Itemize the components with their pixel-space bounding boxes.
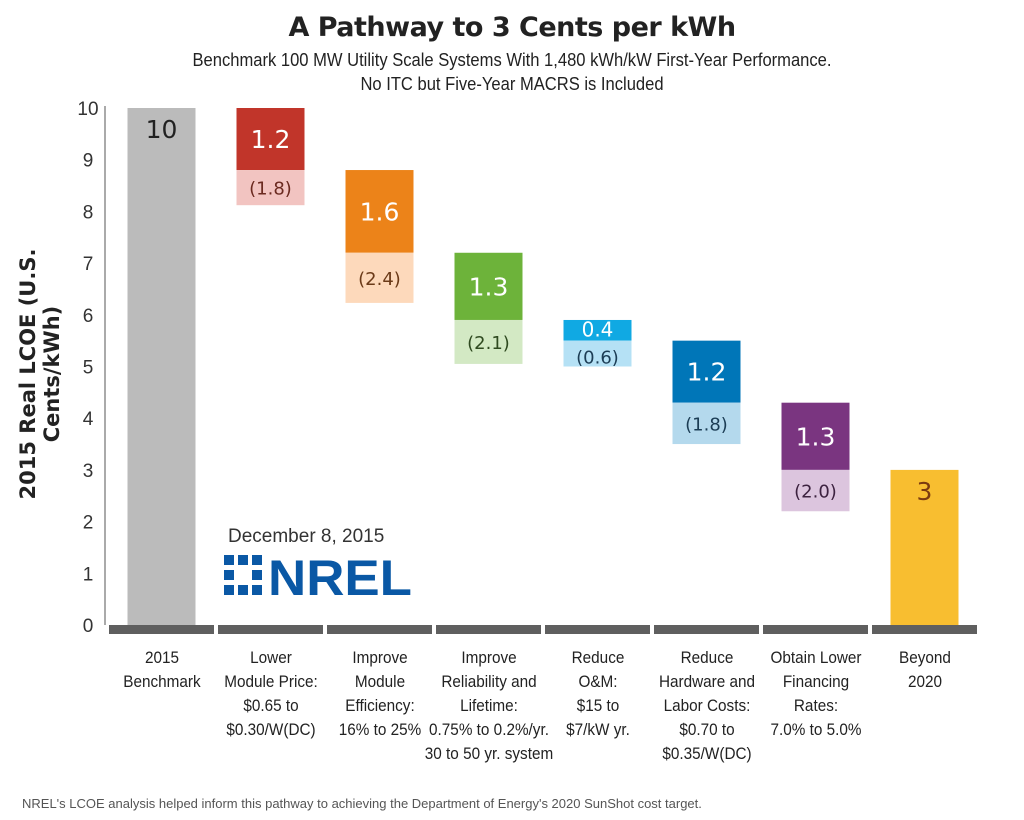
x-category-label-line: 16% to 25% <box>338 720 421 739</box>
x-category-label-line: $0.65 to <box>242 696 299 715</box>
bar-range-box <box>563 340 632 367</box>
bar-range-label: (1.8) <box>685 414 728 435</box>
x-category-label-line: Rates: <box>793 696 838 715</box>
y-tick-label: 6 <box>83 306 94 327</box>
x-axis-segment <box>545 625 650 634</box>
bar-range-label: (2.0) <box>794 482 837 503</box>
x-category-label-line: Financing <box>782 672 849 691</box>
x-category-label-line: Efficiency: <box>344 696 415 715</box>
bar-value-label: 3 <box>917 477 933 506</box>
bar-value-label: 1.3 <box>469 272 509 301</box>
bar-range-label: (2.4) <box>358 269 401 290</box>
x-category-label: 2015 Benchmark <box>94 646 229 694</box>
chart-title: A Pathway to 3 Cents per kWh <box>288 12 736 43</box>
bar-4 <box>563 319 632 341</box>
x-category-label-line: Module Price: <box>223 672 318 691</box>
svg-text:NREL: NREL <box>268 553 412 597</box>
x-category-label-line: $0.70 to <box>678 720 735 739</box>
y-tick-label: 0 <box>83 616 94 637</box>
x-category-label-line: Lower <box>249 648 292 667</box>
y-tick-label: 9 <box>83 151 94 172</box>
x-category-label-line: 2020 <box>907 672 942 691</box>
x-category-label-line: Lifetime: <box>459 696 518 715</box>
x-category-label-line: Reduce <box>571 648 624 667</box>
bar-value-label: 1.6 <box>360 197 400 226</box>
x-category-label-line: Reliability and <box>440 672 537 691</box>
bar-range-label: (1.8) <box>249 179 292 200</box>
bar-6 <box>781 402 850 470</box>
x-category-label: Beyond 2020 <box>857 646 992 694</box>
x-category-label-line: Module <box>354 672 405 691</box>
annotation-date: December 8, 2015 <box>228 526 385 547</box>
x-category-label-line: 30 to 50 yr. system <box>424 744 553 763</box>
x-category-label-line: $15 to <box>576 696 619 715</box>
bar-range-box <box>454 319 523 364</box>
bar-value-label: 0.4 <box>582 318 614 342</box>
x-axis-segment <box>654 625 759 634</box>
bar-range-box <box>672 402 741 445</box>
bar-value-label: 10 <box>146 115 178 144</box>
x-category-label-line: O&M: <box>577 672 618 691</box>
bar-1 <box>236 108 305 171</box>
y-tick-label: 4 <box>83 409 94 430</box>
x-category-label-line: Reduce <box>680 648 733 667</box>
x-axis-segment <box>763 625 868 634</box>
x-category-label-line: Improve <box>460 648 517 667</box>
y-tick-label: 5 <box>83 358 94 379</box>
bar-value-label: 1.2 <box>251 125 291 154</box>
x-category-label-line: Beyond <box>898 648 951 667</box>
bar-value-label: 1.2 <box>687 358 727 387</box>
x-axis-segment <box>327 625 432 634</box>
y-tick-label: 3 <box>83 461 94 482</box>
y-tick-label: 7 <box>83 254 94 275</box>
bar-0 <box>127 108 196 625</box>
x-category-label: Improve Reliability and Lifetime: 0.75% to … <box>421 646 556 766</box>
bar-5 <box>672 340 741 403</box>
bar-range-label: (2.1) <box>467 333 510 354</box>
x-axis-segment <box>436 625 541 634</box>
x-category-label-line: Obtain Lower <box>769 648 862 667</box>
y-tick-label: 2 <box>83 513 94 534</box>
y-tick-label: 10 <box>77 99 98 120</box>
bar-value-label: 1.3 <box>796 422 836 451</box>
x-category-label-line: Improve <box>351 648 408 667</box>
x-category-label-line: 0.75% to 0.2%/yr. <box>428 720 549 739</box>
x-category-label-line: $0.30/W(DC) <box>225 720 316 739</box>
bar-range-label: (0.6) <box>576 348 619 369</box>
x-category-label-line: Hardware and <box>658 672 755 691</box>
x-category-label: Reduce Hardware and Labor Costs: $0.70 to $0… <box>639 646 774 766</box>
bar-3 <box>454 252 523 320</box>
x-axis-segment <box>109 625 214 634</box>
chart-subtitle-line-2: No ITC but Five-Year MACRS is Included <box>360 74 664 94</box>
y-tick-label: 1 <box>83 564 94 585</box>
x-category-label: Improve Module Efficiency: 16% to 25% <box>312 646 447 742</box>
y-axis-label: 2015 Real LCOE (U.S. Cents/kWh) <box>16 248 64 500</box>
x-category-label: Lower Module Price: $0.65 to $0.30/W(DC) <box>203 646 338 742</box>
bar-2 <box>345 170 414 253</box>
x-axis-segment <box>872 625 977 634</box>
x-category-label-line: 2015 <box>144 648 179 667</box>
footer-note: NREL's LCOE analysis helped inform this … <box>22 796 702 811</box>
nrel-logo: NREL <box>224 553 412 597</box>
x-category-label-line: 7.0% to 5.0% <box>769 720 862 739</box>
x-category-label-line: $7/kW yr. <box>565 720 630 739</box>
y-tick-label: 8 <box>83 202 94 223</box>
x-category-label: Obtain Lower Financing Rates: 7.0% to 5.0% <box>748 646 883 742</box>
x-category-label-line: $0.35/W(DC) <box>661 744 752 763</box>
bar-range-box <box>781 469 850 512</box>
x-category-label: Reduce O&M: $15 to $7/kW yr. <box>530 646 665 742</box>
bar-range-box <box>236 170 305 206</box>
x-category-label-line: Benchmark <box>122 672 201 691</box>
bar-range-box <box>345 252 414 303</box>
x-axis-segment <box>218 625 323 634</box>
bar-7 <box>890 469 959 625</box>
chart-subtitle-line-1: Benchmark 100 MW Utility Scale Systems W… <box>192 50 832 70</box>
x-category-label-line: Labor Costs: <box>663 696 750 715</box>
